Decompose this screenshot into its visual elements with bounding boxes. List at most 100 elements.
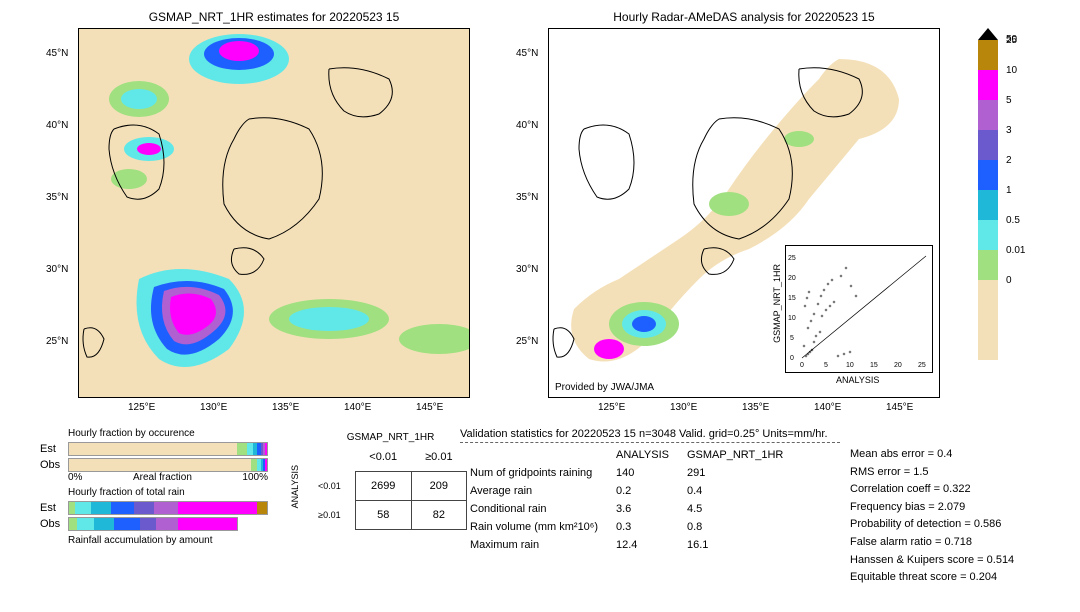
bar-segment bbox=[111, 502, 135, 514]
left-map-svg bbox=[79, 29, 470, 398]
svg-text:0: 0 bbox=[790, 355, 794, 362]
colorbar-tick: 3 bbox=[1006, 125, 1012, 136]
ytick: 40°N bbox=[46, 120, 68, 131]
xtick: 140°E bbox=[814, 402, 841, 413]
val-cell: 0.4 bbox=[679, 483, 791, 499]
bar-segment bbox=[69, 443, 237, 455]
colorbar-segment bbox=[978, 40, 998, 70]
colorbar-segment bbox=[978, 280, 998, 360]
ytick: 45°N bbox=[516, 48, 538, 59]
left-map bbox=[78, 28, 470, 398]
conf-col-title: GSMAP_NRT_1HR bbox=[314, 432, 467, 443]
bar-segment bbox=[237, 443, 247, 455]
bar-segment bbox=[77, 518, 94, 530]
ytick: 35°N bbox=[516, 192, 538, 203]
occurrence-title: Hourly fraction by occurence bbox=[68, 428, 270, 439]
scatter-svg: 0510 152025 0510 152025 bbox=[786, 246, 934, 374]
obs-label: Obs bbox=[40, 518, 64, 530]
val-cell: 0.8 bbox=[679, 519, 791, 535]
bar-segment bbox=[69, 518, 77, 530]
right-map-title: Hourly Radar-AMeDAS analysis for 2022052… bbox=[548, 10, 940, 24]
xtick: 140°E bbox=[344, 402, 371, 413]
svg-text:20: 20 bbox=[894, 362, 902, 369]
svg-text:25: 25 bbox=[918, 362, 926, 369]
accum-title: Rainfall accumulation by amount bbox=[68, 535, 270, 546]
conf-row-title: ANALYSIS bbox=[290, 465, 300, 508]
svg-text:5: 5 bbox=[790, 335, 794, 342]
colorbar-tick: 5 bbox=[1006, 95, 1012, 106]
metric: Frequency bias = 2.079 bbox=[850, 499, 1014, 517]
right-map-panel: Hourly Radar-AMeDAS analysis for 2022052… bbox=[548, 10, 940, 398]
xtick: 145°E bbox=[886, 402, 913, 413]
bar-segment bbox=[91, 502, 111, 514]
metric: Equitable threat score = 0.204 bbox=[850, 569, 1014, 587]
svg-text:5: 5 bbox=[824, 362, 828, 369]
metric: RMS error = 1.5 bbox=[850, 464, 1014, 482]
validation-table: ANALYSISGSMAP_NRT_1HR Num of gridpoints … bbox=[460, 445, 793, 555]
est-label: Est bbox=[40, 502, 64, 514]
conf-row-h: ≥0.01 bbox=[304, 501, 355, 530]
left-map-panel: GSMAP_NRT_1HR estimates for 20220523 15 bbox=[78, 10, 470, 398]
bar-segment bbox=[265, 459, 267, 471]
scatter-xlabel: ANALYSIS bbox=[836, 375, 879, 385]
metric: False alarm ratio = 0.718 bbox=[850, 534, 1014, 552]
colorbar-tick: 10 bbox=[1006, 65, 1017, 76]
validation-panel: Validation statistics for 20220523 15 n=… bbox=[460, 428, 840, 555]
bar-segment bbox=[257, 502, 267, 514]
left-map-title: GSMAP_NRT_1HR estimates for 20220523 15 bbox=[78, 10, 470, 24]
xtick: 125°E bbox=[598, 402, 625, 413]
confusion-table: <0.01≥0.01 <0.012699209 ≥0.015882 bbox=[304, 443, 467, 530]
scatter-inset: 0510 152025 0510 152025 ANALYSIS GSMAP_N… bbox=[785, 245, 933, 373]
obs-total-bar bbox=[68, 517, 238, 531]
svg-text:15: 15 bbox=[788, 295, 796, 302]
svg-text:25: 25 bbox=[788, 255, 796, 262]
colorbar-tick: 0.01 bbox=[1006, 245, 1025, 256]
colorbar-segment bbox=[978, 190, 998, 220]
val-cell: 16.1 bbox=[679, 537, 791, 553]
bar-segment bbox=[75, 502, 91, 514]
val-cell: 12.4 bbox=[608, 537, 677, 553]
colorbar-segment bbox=[978, 250, 998, 280]
val-cell: 3.6 bbox=[608, 501, 677, 517]
est-total-bar bbox=[68, 501, 268, 515]
colorbar-cap-icon bbox=[978, 28, 998, 40]
right-map: 0510 152025 0510 152025 ANALYSIS GSMAP_N… bbox=[548, 28, 940, 398]
metric: Mean abs error = 0.4 bbox=[850, 446, 1014, 464]
xtick: 130°E bbox=[670, 402, 697, 413]
est-occurrence-bar bbox=[68, 442, 268, 456]
bar-segment bbox=[134, 502, 154, 514]
x-mid: Areal fraction bbox=[133, 472, 192, 483]
ytick: 25°N bbox=[516, 336, 538, 347]
est-label: Est bbox=[40, 443, 64, 455]
x-left: 0% bbox=[68, 472, 82, 483]
bar-segment bbox=[156, 518, 178, 530]
xtick: 135°E bbox=[742, 402, 769, 413]
colorbar-segment bbox=[978, 100, 998, 130]
colorbar-segment bbox=[978, 220, 998, 250]
val-row-label: Rain volume (mm km²10⁶) bbox=[462, 519, 606, 535]
bar-segment bbox=[140, 518, 157, 530]
ytick: 25°N bbox=[46, 336, 68, 347]
xtick: 145°E bbox=[416, 402, 443, 413]
colorbar-tick: 1 bbox=[1006, 185, 1012, 196]
svg-text:20: 20 bbox=[788, 275, 796, 282]
val-row-label: Average rain bbox=[462, 483, 606, 499]
conf-cell: 209 bbox=[411, 472, 466, 501]
dash-divider bbox=[460, 442, 840, 443]
bar-segment bbox=[94, 518, 114, 530]
x-right: 100% bbox=[242, 472, 268, 483]
bar-segment bbox=[265, 443, 267, 455]
metric: Correlation coeff = 0.322 bbox=[850, 481, 1014, 499]
bar-segment bbox=[178, 502, 257, 514]
metric: Hanssen & Kuipers score = 0.514 bbox=[850, 552, 1014, 570]
obs-label: Obs bbox=[40, 459, 64, 471]
colorbar-tick: 2 bbox=[1006, 155, 1012, 166]
colorbar-segment bbox=[978, 160, 998, 190]
conf-cell: 82 bbox=[411, 501, 466, 530]
svg-text:15: 15 bbox=[870, 362, 878, 369]
conf-cell: 58 bbox=[355, 501, 411, 530]
val-col: ANALYSIS bbox=[608, 447, 677, 463]
conf-col-h: ≥0.01 bbox=[411, 443, 466, 472]
val-cell: 0.3 bbox=[608, 519, 677, 535]
obs-occurrence-bar bbox=[68, 458, 268, 472]
